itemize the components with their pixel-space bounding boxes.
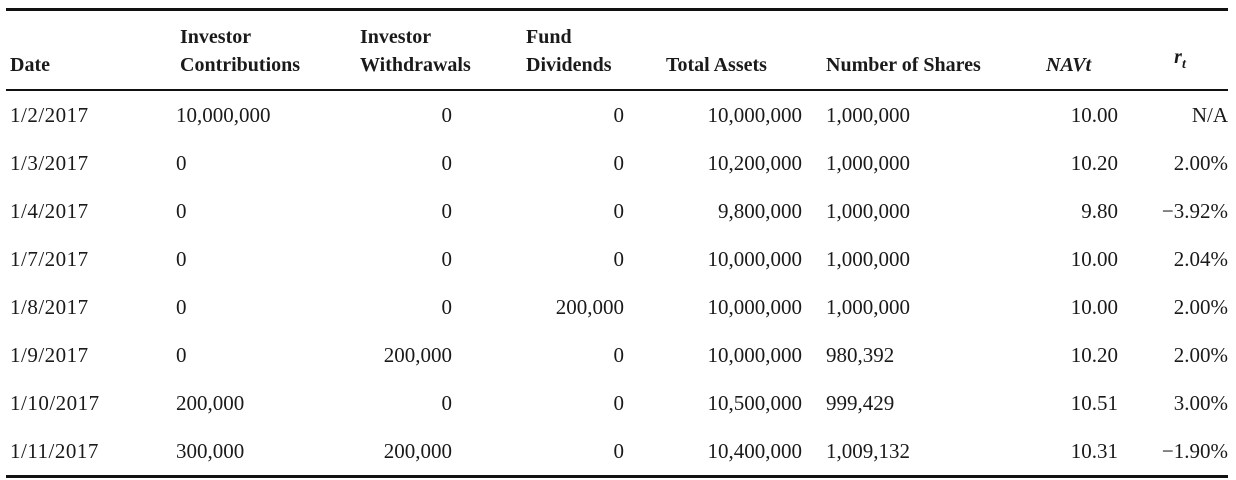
cell-navt: 9.80 [1081,198,1118,223]
cell-rt: 2.04% [1173,246,1228,271]
cell-number-of-shares: 1,000,000 [826,102,910,127]
cell-contributions: 0 [176,198,187,223]
table-row: 1/8/2017 0 0 200,000 10,000,000 1,000,000 10.0… [6,283,1228,331]
cell-withdrawals: 0 [441,246,453,271]
cell-contributions: 0 [176,294,187,319]
cell-navt: 10.00 [1070,294,1118,319]
cell-contributions: 0 [176,246,187,271]
cell-navt: 10.20 [1070,342,1118,367]
header-number-of-shares: Number of Shares [826,54,981,76]
cell-withdrawals: 0 [441,390,453,415]
table-body: 1/2/2017 10,000,000 0 0 10,000,000 1,000,000 1… [6,90,1228,477]
cell-date: 1/10/2017 [10,390,100,415]
cell-navt: 10.00 [1070,102,1118,127]
cell-date: 1/11/2017 [10,438,99,463]
cell-navt: 10.51 [1070,390,1118,415]
header-fund-dividends: Fund Dividends [526,26,612,76]
cell-total-assets: 10,400,000 [707,438,803,463]
cell-dividends: 0 [613,390,625,415]
table-row: 1/2/2017 10,000,000 0 0 10,000,000 1,000,000 1… [6,90,1228,139]
cell-date: 1/8/2017 [10,294,89,319]
cell-dividends: 0 [613,342,625,367]
cell-date: 1/7/2017 [10,246,89,271]
cell-withdrawals: 0 [441,294,453,319]
cell-navt: 10.31 [1070,438,1118,463]
cell-total-assets: 10,000,000 [707,294,803,319]
cell-date: 1/3/2017 [10,150,89,175]
cell-dividends: 0 [613,246,625,271]
table-row: 1/4/2017 0 0 0 9,800,000 1,000,000 9.80 −3.92% [6,187,1228,235]
cell-rt: 2.00% [1173,150,1228,175]
cell-total-assets: 10,000,000 [707,246,803,271]
cell-dividends: 0 [613,198,625,223]
nav-table: Date Investor Contributions Investor Withd… [6,8,1228,478]
header-investor-withdrawals: Investor Withdrawals [360,26,471,76]
cell-contributions: 300,000 [176,438,245,463]
cell-contributions: 0 [176,150,187,175]
table-row: 1/3/2017 0 0 0 10,200,000 1,000,000 10.20 2.00% [6,139,1228,187]
cell-rt: 2.00% [1173,342,1228,367]
cell-rt: −1.90% [1161,438,1228,463]
cell-rt: 3.00% [1173,390,1228,415]
cell-rt: N/A [1191,102,1228,127]
cell-withdrawals: 0 [441,102,453,127]
cell-contributions: 200,000 [176,390,245,415]
cell-dividends: 0 [613,438,625,463]
cell-withdrawals: 200,000 [383,438,452,463]
nav-table-container: Date Investor Contributions Investor Withd… [6,8,1228,478]
cell-total-assets: 10,000,000 [707,102,803,127]
table-row: 1/11/2017 300,000 200,000 0 10,400,000 1,009,… [6,427,1228,477]
cell-contributions: 10,000,000 [176,102,271,127]
cell-dividends: 0 [613,102,625,127]
header-row: Date Investor Contributions Investor Withd… [6,9,1228,90]
table-row: 1/7/2017 0 0 0 10,000,000 1,000,000 10.00 2.04% [6,235,1228,283]
cell-rt: −3.92% [1161,198,1228,223]
cell-date: 1/9/2017 [10,342,89,367]
header-investor-contributions: Investor Contributions [180,26,301,76]
cell-total-assets: 10,000,000 [707,342,803,367]
table-row: 1/10/2017 200,000 0 0 10,500,000 999,429 10.51… [6,379,1228,427]
cell-navt: 10.00 [1070,246,1118,271]
cell-number-of-shares: 980,392 [826,342,895,367]
cell-date: 1/4/2017 [10,198,89,223]
cell-contributions: 0 [176,342,187,367]
cell-withdrawals: 0 [441,198,453,223]
header-total-assets: Total Assets [666,54,767,76]
cell-number-of-shares: 1,000,000 [826,246,910,271]
cell-total-assets: 10,200,000 [707,150,803,175]
header-navt: NAVt [1046,54,1092,76]
table-row: 1/9/2017 0 200,000 0 10,000,000 980,392 10.20 2… [6,331,1228,379]
cell-number-of-shares: 999,429 [826,390,895,415]
cell-rt: 2.00% [1173,294,1228,319]
cell-number-of-shares: 1,000,000 [826,198,910,223]
cell-total-assets: 9,800,000 [718,198,802,223]
header-rt: rt [1174,46,1186,72]
cell-total-assets: 10,500,000 [707,390,803,415]
cell-navt: 10.20 [1070,150,1118,175]
header-date: Date [10,54,50,76]
cell-withdrawals: 200,000 [383,342,452,367]
cell-withdrawals: 0 [441,150,453,175]
cell-number-of-shares: 1,009,132 [826,438,910,463]
cell-dividends: 0 [613,150,625,175]
cell-date: 1/2/2017 [10,102,89,127]
cell-number-of-shares: 1,000,000 [826,294,910,319]
cell-dividends: 200,000 [555,294,624,319]
cell-number-of-shares: 1,000,000 [826,150,910,175]
